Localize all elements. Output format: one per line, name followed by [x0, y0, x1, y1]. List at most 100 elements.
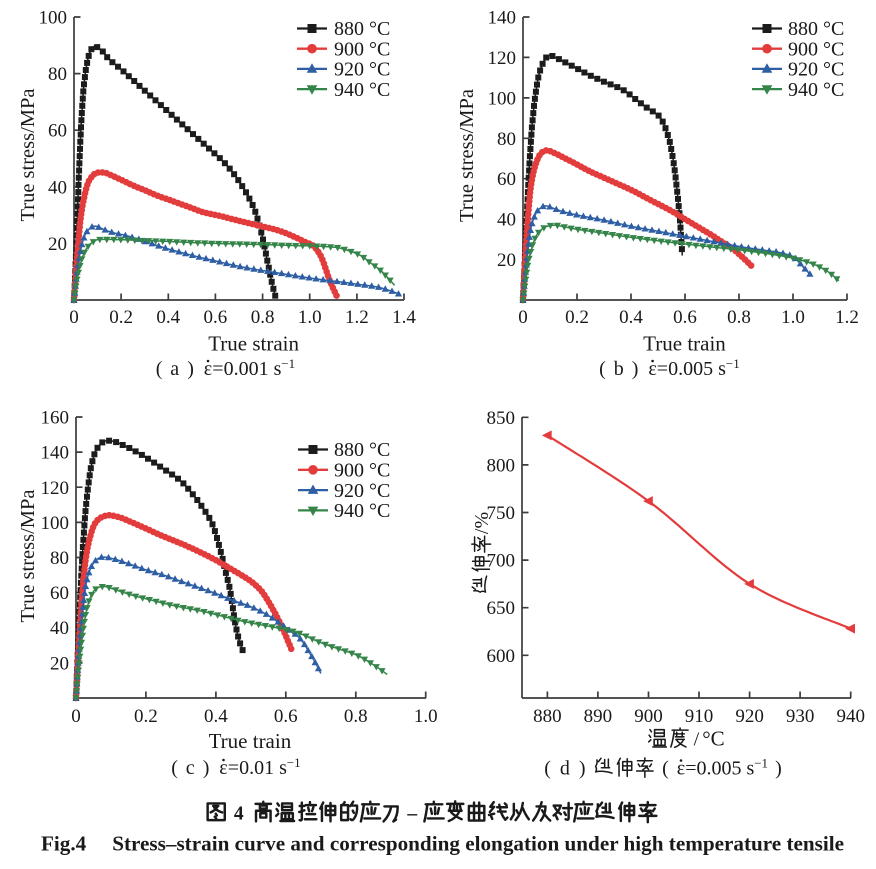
- svg-text:Stress–strain curve and corres: Stress–strain curve and corresponding el…: [112, 832, 844, 856]
- svg-text:120: 120: [41, 478, 70, 499]
- svg-text:°C: °C: [702, 727, 724, 751]
- svg-text:940: 940: [836, 706, 865, 727]
- svg-text:920 °C: 920 °C: [334, 480, 390, 502]
- svg-text:True stress/MPa: True stress/MPa: [456, 89, 478, 222]
- svg-text:0.2: 0.2: [565, 307, 589, 328]
- svg-text:−1: −1: [281, 356, 295, 371]
- svg-text:140: 140: [41, 443, 70, 464]
- svg-text:=0.005 s: =0.005 s: [657, 358, 726, 380]
- svg-text:80: 80: [50, 548, 69, 569]
- svg-text:(: (: [171, 757, 178, 779]
- svg-text:): ): [632, 358, 639, 380]
- svg-text:/: /: [694, 729, 700, 751]
- svg-text:ε: ε: [219, 757, 227, 779]
- svg-text:60: 60: [48, 121, 67, 142]
- svg-text:80: 80: [497, 129, 516, 150]
- svg-text:=0.001 s: =0.001 s: [212, 358, 281, 380]
- svg-text:True strain: True strain: [208, 332, 299, 356]
- svg-text:0.4: 0.4: [204, 706, 228, 727]
- svg-text:100: 100: [488, 88, 517, 109]
- svg-text:1.0: 1.0: [298, 307, 322, 328]
- svg-text:0.6: 0.6: [274, 706, 298, 727]
- svg-text:a: a: [170, 358, 179, 380]
- svg-text:880 °C: 880 °C: [788, 18, 844, 40]
- svg-text:700: 700: [487, 551, 516, 572]
- svg-text:800: 800: [487, 455, 516, 476]
- svg-text:910: 910: [685, 706, 714, 727]
- svg-text:750: 750: [487, 503, 516, 524]
- svg-text:b: b: [614, 358, 624, 380]
- svg-text:940 °C: 940 °C: [334, 500, 390, 522]
- svg-text:0.8: 0.8: [727, 307, 751, 328]
- svg-text:600: 600: [487, 646, 516, 667]
- svg-text:−1: −1: [726, 356, 740, 371]
- svg-text:650: 650: [487, 598, 516, 619]
- svg-text:0.8: 0.8: [251, 307, 275, 328]
- svg-text:60: 60: [497, 169, 516, 190]
- svg-text:940 °C: 940 °C: [788, 79, 844, 101]
- svg-text:0.2: 0.2: [109, 307, 133, 328]
- svg-text:): ): [775, 758, 782, 780]
- svg-text:0: 0: [69, 307, 79, 328]
- svg-text:20: 20: [497, 250, 516, 271]
- svg-text:40: 40: [48, 177, 67, 198]
- svg-text:): ): [203, 757, 210, 779]
- svg-text:True train: True train: [643, 332, 726, 356]
- svg-text:140: 140: [488, 8, 517, 29]
- svg-text:1.0: 1.0: [781, 307, 805, 328]
- svg-text:900: 900: [634, 706, 663, 727]
- svg-text:=0.005 s: =0.005 s: [685, 758, 754, 780]
- svg-text:120: 120: [488, 48, 517, 69]
- svg-text:40: 40: [50, 618, 69, 639]
- svg-text:True stress/MPa: True stress/MPa: [17, 88, 39, 221]
- svg-text:0.4: 0.4: [156, 307, 180, 328]
- svg-text:0.4: 0.4: [619, 307, 643, 328]
- svg-text:Fig.4: Fig.4: [41, 832, 87, 856]
- svg-text:20: 20: [50, 653, 69, 674]
- svg-text:1.4: 1.4: [392, 307, 416, 328]
- svg-text:1.2: 1.2: [835, 307, 859, 328]
- svg-text:40: 40: [497, 210, 516, 231]
- svg-text:(: (: [662, 758, 669, 780]
- svg-text:d: d: [560, 758, 570, 780]
- svg-text:900 °C: 900 °C: [788, 38, 844, 60]
- svg-text:100: 100: [41, 513, 70, 534]
- svg-text:80: 80: [48, 64, 67, 85]
- svg-text:(: (: [599, 358, 606, 380]
- svg-text:1.0: 1.0: [414, 706, 438, 727]
- svg-text:920 °C: 920 °C: [788, 59, 844, 81]
- svg-text:880 °C: 880 °C: [334, 18, 390, 40]
- svg-text:900 °C: 900 °C: [334, 38, 390, 60]
- svg-text:940 °C: 940 °C: [334, 79, 390, 101]
- svg-text:0.6: 0.6: [204, 307, 228, 328]
- svg-text:−1: −1: [754, 756, 768, 771]
- svg-text:880 °C: 880 °C: [334, 439, 390, 461]
- svg-text:880: 880: [533, 706, 562, 727]
- svg-text:0: 0: [518, 307, 528, 328]
- svg-text:4: 4: [234, 804, 244, 825]
- svg-text:True stress/MPa: True stress/MPa: [17, 489, 39, 622]
- svg-text:900 °C: 900 °C: [334, 460, 390, 482]
- svg-text:930: 930: [786, 706, 815, 727]
- svg-text:920 °C: 920 °C: [334, 59, 390, 81]
- svg-text:True train: True train: [209, 729, 292, 753]
- svg-text:): ): [579, 758, 586, 780]
- svg-text:1.2: 1.2: [345, 307, 369, 328]
- svg-text:0.6: 0.6: [673, 307, 697, 328]
- svg-text:0.8: 0.8: [344, 706, 368, 727]
- svg-text:890: 890: [584, 706, 613, 727]
- svg-text:0: 0: [71, 706, 81, 727]
- svg-text:): ): [187, 358, 194, 380]
- svg-text:(: (: [156, 358, 163, 380]
- svg-text:=0.01 s: =0.01 s: [228, 757, 287, 779]
- svg-text:/%: /%: [471, 512, 493, 534]
- svg-text:−1: −1: [287, 755, 301, 770]
- svg-text:0.2: 0.2: [134, 706, 158, 727]
- svg-text:20: 20: [48, 234, 67, 255]
- svg-text:ε: ε: [648, 358, 656, 380]
- svg-text:60: 60: [50, 583, 69, 604]
- svg-text:(: (: [544, 758, 551, 780]
- svg-text:850: 850: [487, 408, 516, 429]
- svg-text:920: 920: [735, 706, 764, 727]
- svg-text:160: 160: [41, 408, 70, 429]
